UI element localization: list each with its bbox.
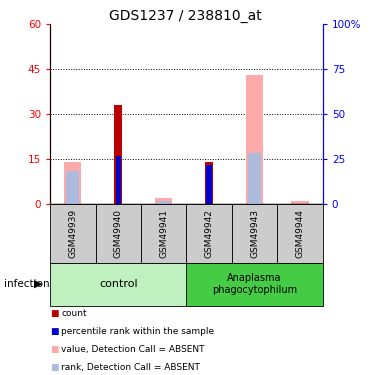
Bar [246, 75, 263, 204]
Text: ■: ■ [50, 309, 59, 318]
Text: GDS1237 / 238810_at: GDS1237 / 238810_at [109, 9, 262, 23]
Text: count: count [61, 309, 87, 318]
Bar [187, 204, 232, 262]
Bar [50, 204, 96, 262]
Text: rank, Detection Call = ABSENT: rank, Detection Call = ABSENT [61, 363, 200, 372]
Text: ■: ■ [50, 327, 59, 336]
Bar [291, 201, 309, 204]
Bar [66, 171, 79, 204]
Text: ■: ■ [50, 363, 59, 372]
Bar [64, 162, 82, 204]
Bar [187, 262, 323, 306]
Bar [205, 162, 213, 204]
Text: ▶: ▶ [34, 279, 43, 289]
Text: GSM49943: GSM49943 [250, 209, 259, 258]
Bar [115, 156, 121, 204]
Bar [155, 198, 173, 204]
Text: ■: ■ [50, 345, 59, 354]
Text: Anaplasma
phagocytophilum: Anaplasma phagocytophilum [212, 273, 297, 295]
Bar [96, 204, 141, 262]
Text: percentile rank within the sample: percentile rank within the sample [61, 327, 214, 336]
Bar [157, 201, 170, 204]
Text: GSM49944: GSM49944 [296, 209, 305, 258]
Bar [50, 262, 187, 306]
Bar [278, 204, 323, 262]
Bar [114, 105, 122, 204]
Text: GSM49942: GSM49942 [205, 209, 214, 258]
Bar [248, 153, 261, 204]
Text: infection: infection [4, 279, 49, 289]
Bar [232, 204, 278, 262]
Text: control: control [99, 279, 138, 289]
Text: value, Detection Call = ABSENT: value, Detection Call = ABSENT [61, 345, 205, 354]
Text: GSM49939: GSM49939 [68, 209, 77, 258]
Bar [141, 204, 187, 262]
Bar [206, 165, 212, 204]
Text: GSM49940: GSM49940 [114, 209, 123, 258]
Text: GSM49941: GSM49941 [159, 209, 168, 258]
